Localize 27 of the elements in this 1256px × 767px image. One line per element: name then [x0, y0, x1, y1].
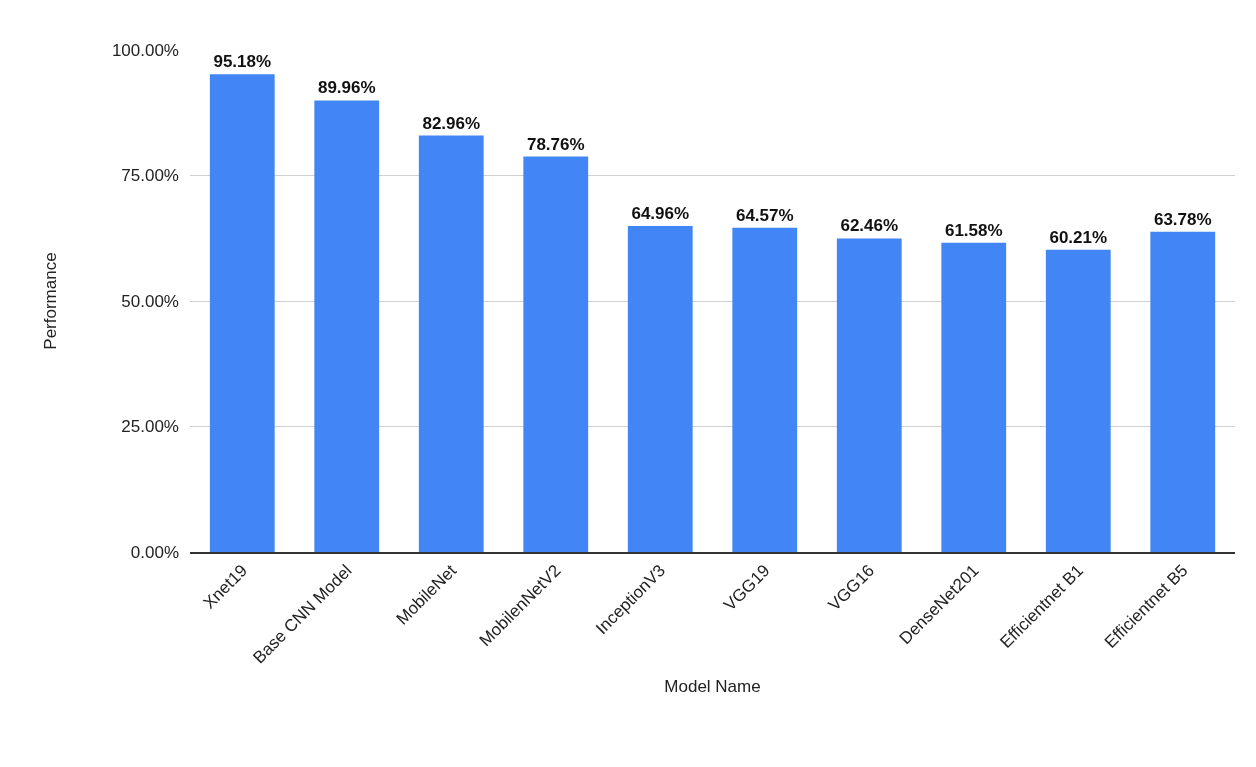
bar [418, 135, 484, 552]
y-tick-label: 75.00% [121, 166, 179, 186]
bar [627, 225, 693, 552]
y-tick-label: 50.00% [121, 291, 179, 311]
bar [209, 74, 275, 552]
bar [1045, 249, 1111, 552]
data-label: 82.96% [422, 113, 481, 133]
y-tick-label: 100.00% [111, 40, 179, 60]
data-label: 95.18% [213, 52, 272, 72]
y-tick-label: 0.00% [130, 542, 179, 562]
data-label: 78.76% [526, 134, 585, 154]
bar [523, 156, 589, 552]
y-tick-label: 25.00% [121, 417, 179, 437]
x-axis-title: Model Name [664, 677, 761, 697]
data-label: 64.96% [631, 203, 690, 223]
bar [732, 227, 798, 552]
data-label: 89.96% [317, 78, 376, 98]
bar [1150, 231, 1216, 552]
data-label: 62.46% [840, 216, 899, 236]
data-label: 60.21% [1049, 227, 1108, 247]
y-axis-title: Performance [41, 252, 61, 350]
bar [314, 100, 380, 552]
data-label: 63.78% [1153, 209, 1212, 229]
data-label: 61.58% [944, 220, 1003, 240]
bar [941, 242, 1007, 552]
data-label: 64.57% [735, 205, 794, 225]
bar [836, 238, 902, 552]
